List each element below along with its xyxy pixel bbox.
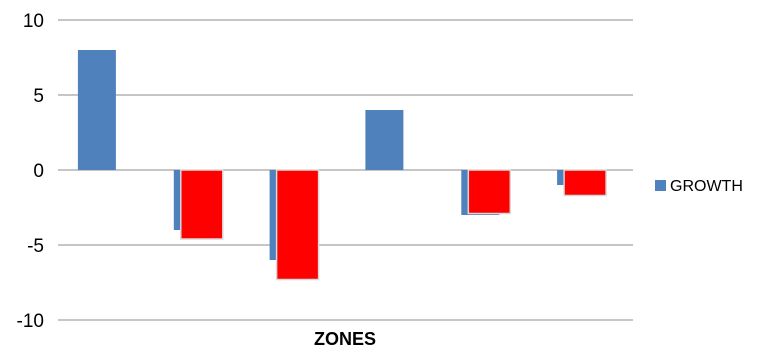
y-tick-label: -10 — [17, 311, 44, 332]
legend: GROWTH — [655, 178, 743, 195]
bar-red — [563, 169, 607, 197]
legend-label-growth: GROWTH — [670, 178, 743, 195]
y-axis-tick-labels: 10 5 0 -5 -10 — [17, 11, 44, 332]
bar-red — [467, 169, 512, 215]
legend-swatch-growth — [655, 180, 666, 191]
y-tick-label: 0 — [33, 161, 44, 182]
y-tick-label: -5 — [27, 236, 44, 257]
y-tick-label: 10 — [23, 11, 44, 32]
y-tick-label: 5 — [33, 86, 44, 107]
gridlines — [58, 19, 633, 321]
bar-growth — [365, 110, 404, 170]
x-axis-title: ZONES — [314, 329, 376, 349]
bar-red — [180, 169, 224, 240]
bar-growth — [77, 50, 116, 170]
bar-red — [275, 169, 320, 281]
bars — [77, 50, 607, 281]
